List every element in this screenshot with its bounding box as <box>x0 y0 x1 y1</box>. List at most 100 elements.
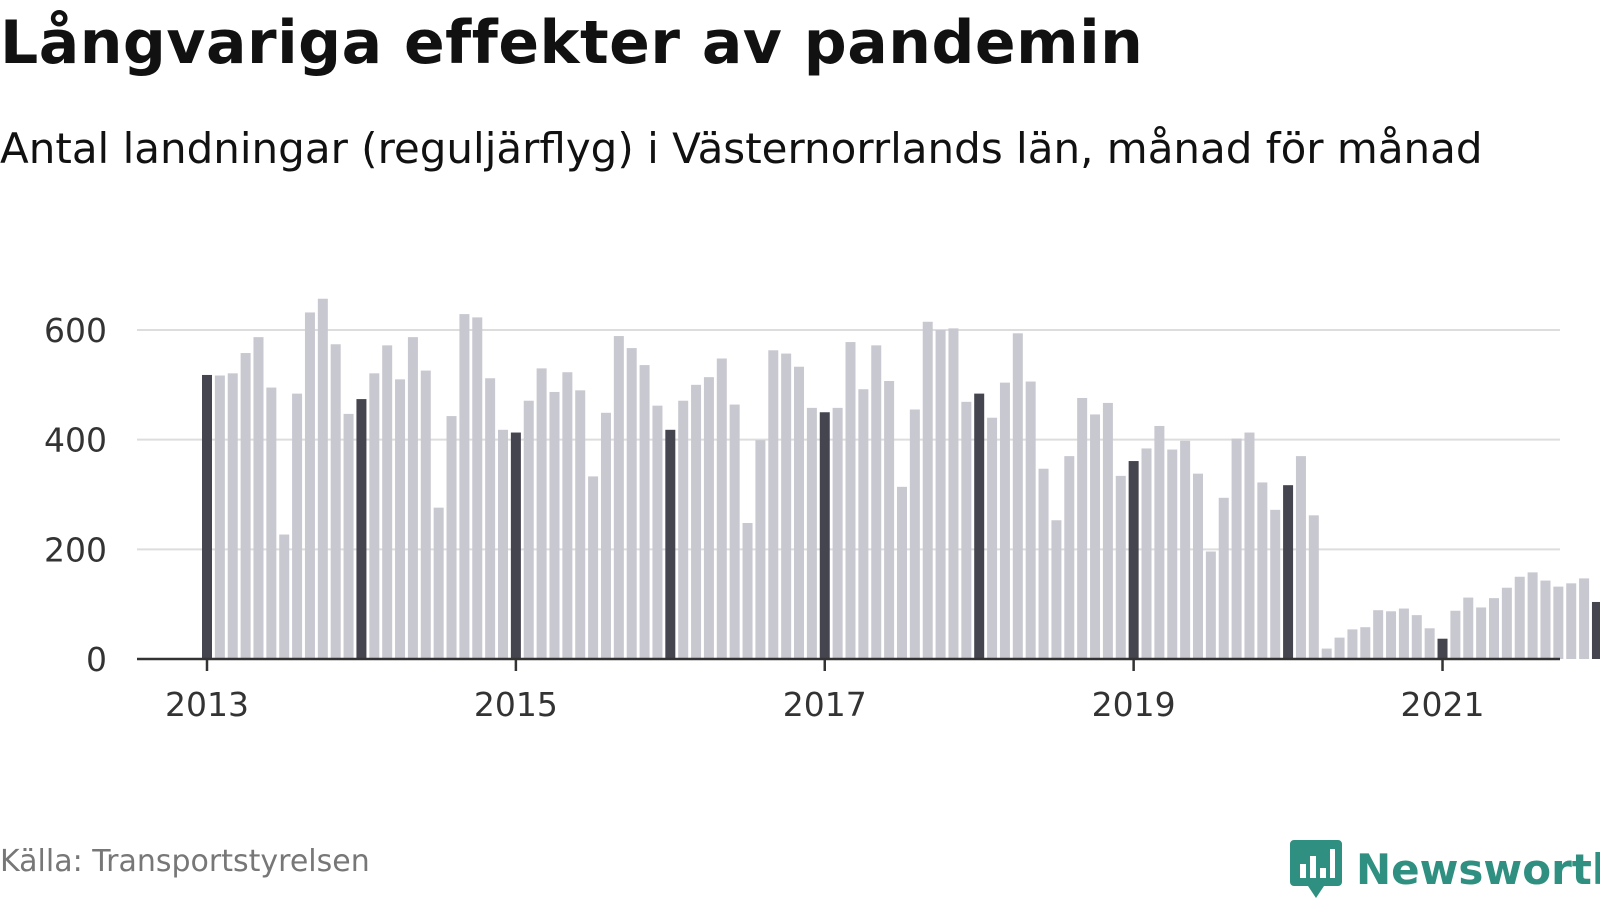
bar <box>1205 551 1216 659</box>
bar-january <box>1591 601 1600 659</box>
bar <box>1295 456 1306 659</box>
bar <box>1167 449 1178 659</box>
bar-january <box>819 412 830 659</box>
bar <box>987 417 998 659</box>
bar <box>1231 438 1242 659</box>
bar <box>1115 475 1126 659</box>
bar <box>1489 598 1499 659</box>
bar <box>691 384 702 659</box>
bar <box>1553 586 1564 659</box>
bar <box>1141 448 1152 659</box>
bar <box>395 379 406 659</box>
bar <box>1463 597 1474 659</box>
bar <box>678 400 689 659</box>
bar <box>446 416 457 659</box>
x-tick-label: 2015 <box>474 685 558 724</box>
bar <box>575 390 586 659</box>
bar <box>1270 509 1281 659</box>
bar <box>1257 482 1268 659</box>
bar <box>407 337 418 659</box>
x-tick-label: 2013 <box>165 685 249 724</box>
bars <box>202 298 1600 659</box>
bar <box>781 353 792 659</box>
bar <box>1476 607 1487 659</box>
bar <box>433 507 444 659</box>
bar <box>253 337 264 659</box>
bar <box>227 373 238 659</box>
bar <box>266 387 277 659</box>
bar <box>1501 587 1512 659</box>
bar <box>1579 578 1590 659</box>
bar <box>1373 610 1384 659</box>
bar <box>639 365 650 659</box>
bar <box>1090 414 1101 659</box>
bar <box>498 429 509 659</box>
chart-title: Långvariga effekter av pandemin <box>0 8 1144 78</box>
bar <box>1180 440 1191 659</box>
bar <box>1450 610 1461 659</box>
bar <box>716 358 727 659</box>
bar <box>652 405 663 659</box>
bar <box>588 476 599 659</box>
bar-january <box>1437 638 1448 659</box>
bar <box>279 534 290 659</box>
bar <box>485 378 496 659</box>
bar <box>1025 381 1036 659</box>
x-tick-label: 2021 <box>1401 685 1485 724</box>
bar <box>613 336 624 659</box>
bar <box>1192 473 1203 659</box>
bar <box>794 366 805 659</box>
source-note: Källa: Transportstyrelsen <box>0 844 370 879</box>
bar <box>317 298 328 659</box>
bar <box>1527 572 1538 659</box>
bar-january <box>1128 461 1139 659</box>
bar <box>1424 628 1435 659</box>
bar-january <box>510 432 521 659</box>
bar <box>1386 611 1397 659</box>
y-tick-label: 0 <box>86 640 107 679</box>
bar <box>1411 615 1422 659</box>
x-axis-ticks <box>205 659 1444 671</box>
brand-logo: Newsworthy <box>1290 838 1600 900</box>
bar <box>884 381 895 659</box>
bar <box>845 342 856 659</box>
bar <box>806 407 817 659</box>
bar <box>1321 648 1332 659</box>
bar <box>214 375 225 659</box>
bar <box>1218 497 1229 659</box>
bar <box>703 377 714 659</box>
y-tick-label: 200 <box>44 530 107 569</box>
bar <box>549 391 560 659</box>
bar <box>832 407 843 659</box>
bar <box>600 412 611 659</box>
bar-january <box>356 399 367 659</box>
bar <box>343 413 354 659</box>
bar <box>472 317 483 659</box>
bar <box>768 350 779 659</box>
bar <box>871 345 882 659</box>
bar <box>1154 425 1165 659</box>
bar <box>292 393 303 659</box>
bar <box>948 328 959 659</box>
bar <box>1038 468 1049 659</box>
brand-name: Newsworthy <box>1356 844 1600 894</box>
y-tick-label: 600 <box>44 311 107 350</box>
bar <box>382 345 393 659</box>
bar <box>1308 515 1319 659</box>
bar <box>459 314 470 659</box>
bar-january <box>202 374 212 659</box>
bar <box>1077 397 1088 659</box>
bar <box>240 353 251 659</box>
chart-subtitle: Antal landningar (reguljärflyg) i Väster… <box>0 124 1483 173</box>
bar <box>961 401 972 659</box>
bar <box>1064 456 1075 659</box>
bar <box>1244 432 1255 659</box>
bar <box>626 348 637 659</box>
bar <box>562 372 573 659</box>
x-tick-label: 2019 <box>1092 685 1176 724</box>
bar <box>909 409 920 659</box>
bar <box>304 312 315 659</box>
bar <box>523 400 534 659</box>
bar <box>1540 580 1551 659</box>
bar <box>1398 608 1409 659</box>
